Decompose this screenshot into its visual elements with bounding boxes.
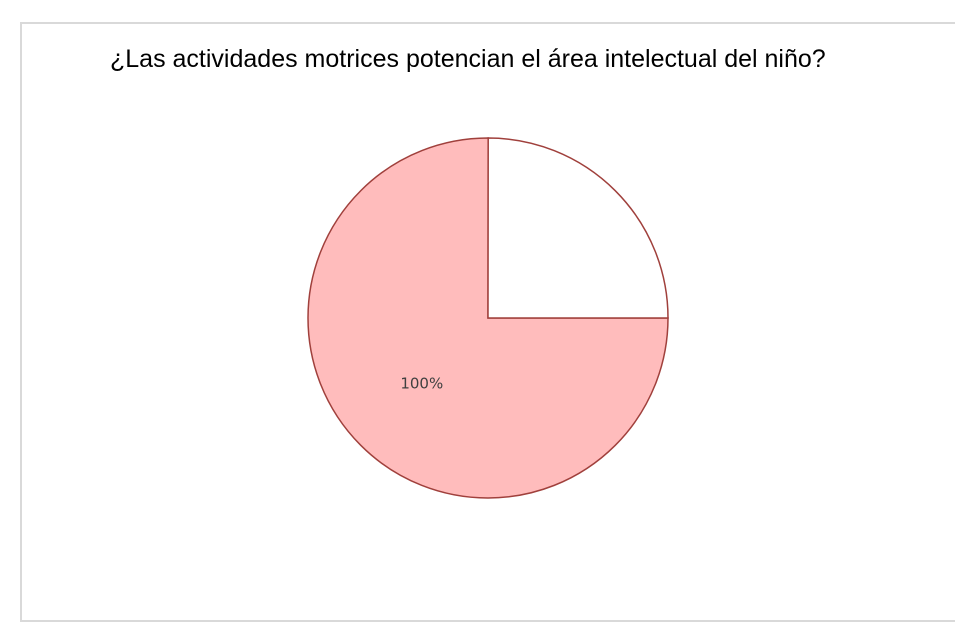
- data-label: 100%: [400, 375, 443, 393]
- pie-slice: [307, 137, 669, 499]
- page: ¿Las actividades motrices potencian el á…: [20, 22, 955, 622]
- pie-slice: [487, 137, 669, 319]
- chart: 100%: [307, 137, 669, 499]
- chart-title: ¿Las actividades motrices potencian el á…: [110, 45, 826, 73]
